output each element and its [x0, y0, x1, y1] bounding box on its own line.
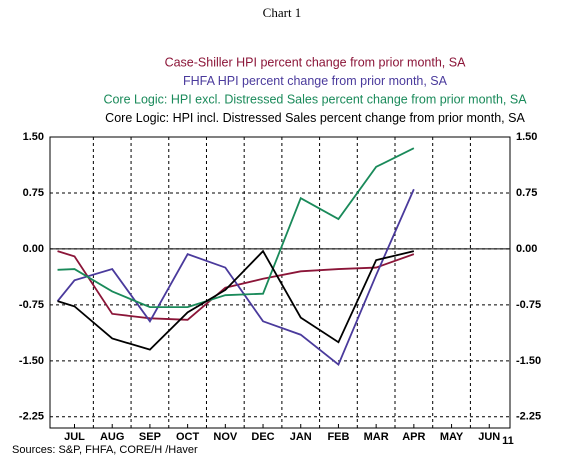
y-tick-label: 0.75 [23, 187, 44, 199]
x-tick-label: OCT [176, 431, 200, 443]
x-tick-label: MAY [440, 431, 464, 443]
y2-tick-label: -0.75 [516, 299, 541, 311]
source: Sources: S&P, FHFA, CORE/H /Haver [12, 444, 198, 456]
x-tick-label: FEB [327, 431, 349, 443]
legend-entry: Case-Shiller HPI percent change from pri… [165, 55, 466, 69]
year-label: 11 [502, 435, 514, 447]
x-tick-label: JUL [64, 431, 85, 443]
y-tick-label: -0.75 [19, 299, 44, 311]
chart-title: Chart 1 [263, 5, 302, 20]
legend-entry: Core Logic: HPI incl. Distressed Sales p… [105, 111, 525, 125]
series-line [57, 250, 415, 321]
series-line [57, 249, 415, 351]
legend-entry: Core Logic: HPI excl. Distressed Sales p… [103, 92, 527, 106]
x-tick-label: DEC [251, 431, 274, 443]
x-tick-label: AUG [100, 431, 124, 443]
legend-entry: FHFA HPI percent change from prior month… [183, 74, 448, 88]
y-tick-label: -2.25 [19, 411, 44, 423]
series-line [56, 188, 415, 367]
x-tick-label: APR [402, 431, 425, 443]
x-tick-label: NOV [213, 431, 238, 443]
y2-tick-label: -2.25 [516, 411, 541, 423]
y2-tick-label: 0.75 [516, 187, 537, 199]
x-tick-label: MAR [364, 431, 389, 443]
x-tick-label: SEP [139, 431, 161, 443]
x-tick-label: JUN [478, 431, 500, 443]
y-tick-label: -1.50 [19, 355, 44, 367]
y2-tick-label: -1.50 [516, 355, 541, 367]
y2-tick-label: 0.00 [516, 243, 537, 255]
series-line [57, 147, 415, 309]
y-tick-label: 0.00 [23, 243, 44, 255]
y2-tick-label: 1.50 [516, 131, 537, 143]
y-tick-label: 1.50 [23, 131, 44, 143]
x-tick-label: JAN [290, 431, 312, 443]
